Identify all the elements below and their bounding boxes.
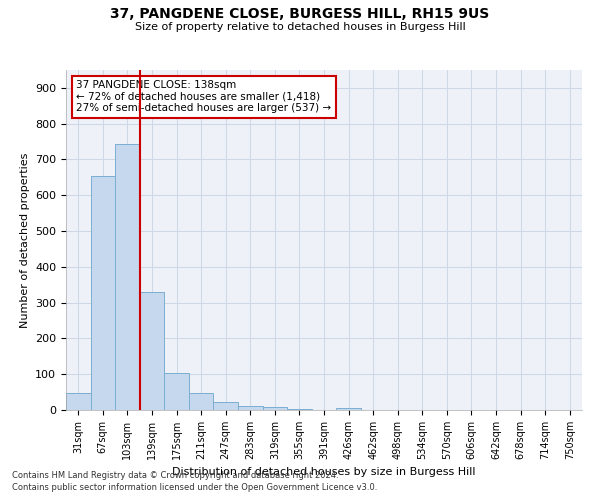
Bar	[263, 408, 287, 410]
Bar	[66, 393, 91, 410]
Text: Size of property relative to detached houses in Burgess Hill: Size of property relative to detached ho…	[134, 22, 466, 32]
Bar	[140, 292, 164, 410]
Bar	[189, 393, 214, 410]
Text: 37, PANGDENE CLOSE, BURGESS HILL, RH15 9US: 37, PANGDENE CLOSE, BURGESS HILL, RH15 9…	[110, 8, 490, 22]
Bar	[91, 176, 115, 410]
Text: Contains public sector information licensed under the Open Government Licence v3: Contains public sector information licen…	[12, 484, 377, 492]
Bar	[164, 373, 189, 410]
Bar	[115, 144, 140, 410]
X-axis label: Distribution of detached houses by size in Burgess Hill: Distribution of detached houses by size …	[172, 468, 476, 477]
Text: 37 PANGDENE CLOSE: 138sqm
← 72% of detached houses are smaller (1,418)
27% of se: 37 PANGDENE CLOSE: 138sqm ← 72% of detac…	[76, 80, 331, 114]
Y-axis label: Number of detached properties: Number of detached properties	[20, 152, 29, 328]
Text: Contains HM Land Registry data © Crown copyright and database right 2024.: Contains HM Land Registry data © Crown c…	[12, 471, 338, 480]
Bar	[214, 402, 238, 410]
Bar	[238, 406, 263, 410]
Bar	[336, 408, 361, 410]
